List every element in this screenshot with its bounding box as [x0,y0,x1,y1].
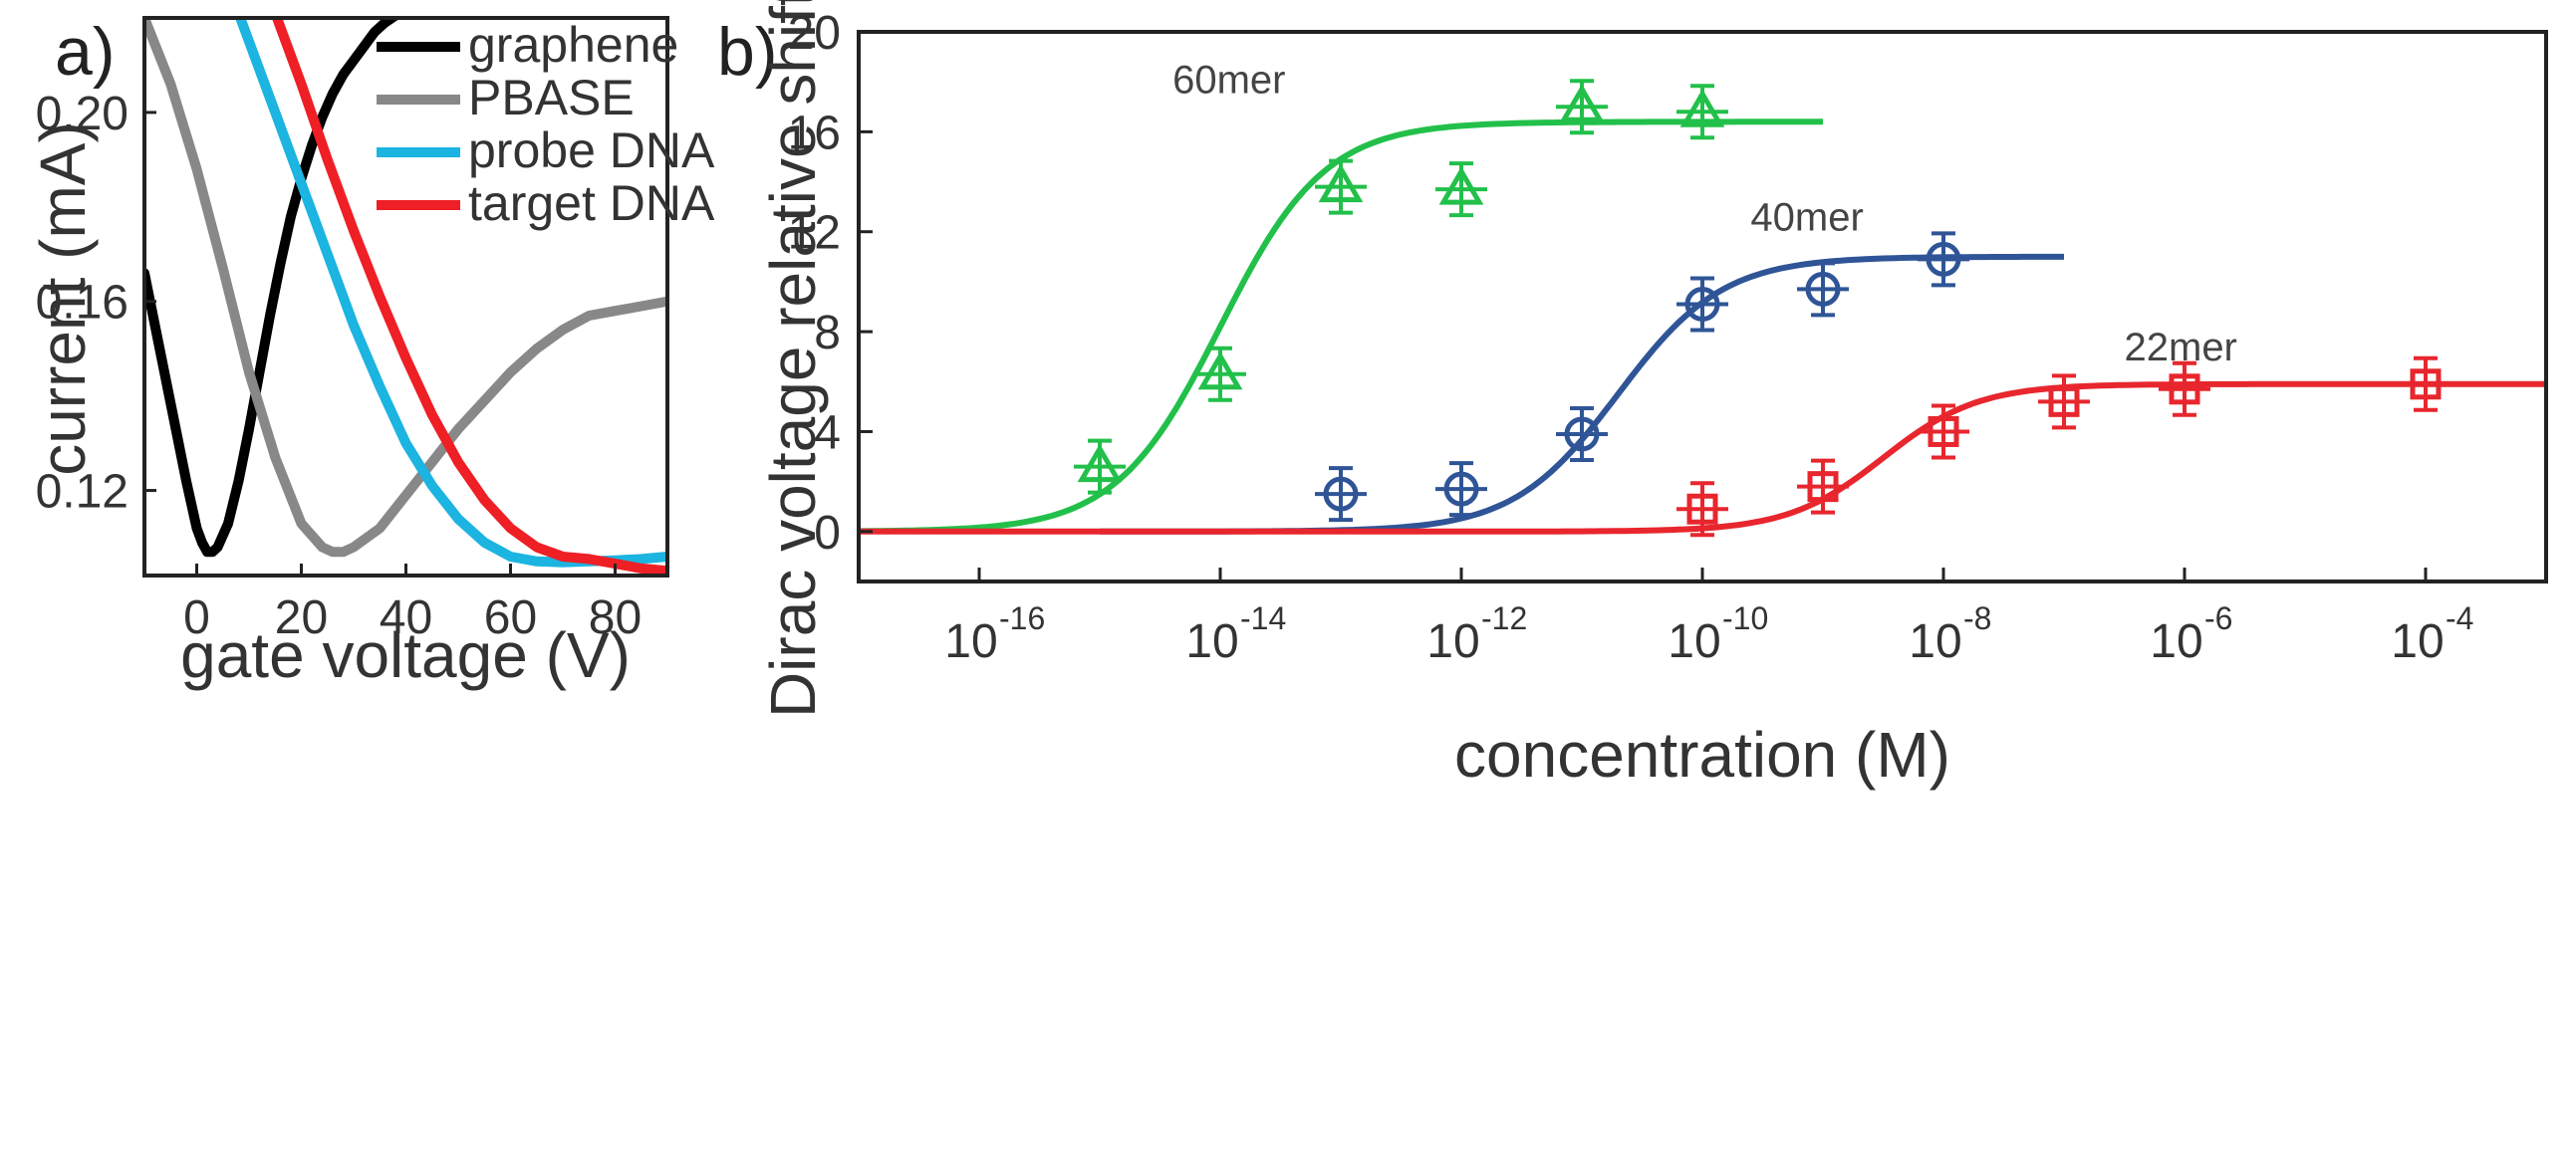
y-tick-label: 0.20 [36,88,129,140]
y-tick-label: 16 [788,107,841,159]
x-tick-exponent: -16 [999,600,1045,636]
data-point-40mer [1435,461,1487,518]
series-annotation-60mer: 60mer [1172,59,1285,103]
panel-b-xlabel: concentration (M) [1454,719,1950,791]
data-point-60mer [1435,161,1487,218]
data-point-22mer [1676,481,1728,538]
y-tick-label: 4 [814,406,841,459]
data-point-22mer [2038,373,2090,430]
data-point-60mer [1676,84,1728,140]
y-tick-label: 0.16 [36,277,129,330]
legend-entry: graphene [468,17,678,73]
y-tick-label: 0 [814,507,841,560]
panel-a-series-lines [144,18,667,576]
y-tick-label: 12 [788,207,841,260]
x-tick-label: 0 [183,591,210,644]
x-tick-exponent: -4 [2446,600,2473,636]
panel-a-xlabel: gate voltage (V) [180,619,631,691]
x-tick-label: 40 [380,591,432,644]
x-tick-label: 10 [944,615,997,668]
panel-a: a) 0 20 40 60 80 0.12 0.16 0.20 graphenePBASEpr… [27,14,715,691]
series-annotation-22mer: 22mer [2125,326,2237,369]
data-point-40mer [1556,405,1608,462]
fit-curve-40mer [1100,253,2064,535]
data-point-22mer [2400,355,2451,412]
x-tick-exponent: -10 [1722,600,1768,636]
legend-entry: probe DNA [468,122,715,178]
panel-b-label: b) [717,14,777,90]
data-point-60mer [1194,346,1246,402]
panel-a-label: a) [55,14,115,90]
x-tick-label: 10 [1185,615,1238,668]
data-point-22mer [1797,458,1849,515]
panel-b-annotations: 60mer 40mer 22mer [1172,59,2237,369]
data-point-40mer [1918,231,1969,288]
x-tick-exponent: -14 [1240,600,1286,636]
x-tick-exponent: -12 [1481,600,1527,636]
y-tick-label: 0.12 [36,466,129,519]
data-point-60mer [1315,158,1367,215]
panel-b-ylabel: Dirac voltage relative shift(V) [757,0,829,718]
panel-a-ticks: 0 20 40 60 80 0.12 0.16 0.20 [36,88,643,644]
x-tick-label: 10 [1909,615,1961,668]
data-point-40mer [1797,261,1849,318]
data-point-22mer [1918,403,1969,460]
x-tick-label: 10 [2150,615,2202,668]
x-tick-label: 10 [1426,615,1479,668]
data-point-40mer [1315,466,1367,523]
data-point-22mer [2159,360,2210,417]
y-tick-label: 20 [788,7,841,60]
data-point-60mer [1556,79,1608,135]
x-tick-exponent: -6 [2204,600,2232,636]
panel-b-data-points [1074,79,2451,538]
y-tick-label: 8 [814,307,841,359]
series-line-target-dna [271,18,667,576]
panel-b-ticks: 10 -16 10 -14 10 -12 10 -10 10 -8 10 -6 10 -404812162… [788,7,2474,668]
x-tick-label: 10 [2391,615,2444,668]
legend-entry: target DNA [468,175,715,231]
series-line-pbase [144,18,667,558]
data-point-60mer [1074,438,1126,495]
panel-a-ylabel: current (mA) [27,121,99,476]
legend-entry: PBASE [468,70,635,125]
series-line-graphene [144,18,408,558]
x-tick-label: 10 [1668,615,1720,668]
data-point-40mer [1676,276,1728,333]
x-tick-label: 60 [484,591,537,644]
x-tick-exponent: -8 [1963,600,1991,636]
x-tick-label: 20 [275,591,328,644]
x-tick-label: 80 [589,591,642,644]
series-annotation-40mer: 40mer [1750,196,1863,240]
panel-b: b) 10 -16 10 -14 10 -12 10 -10 10 -8 10 -6 10 -404812… [717,0,2548,791]
